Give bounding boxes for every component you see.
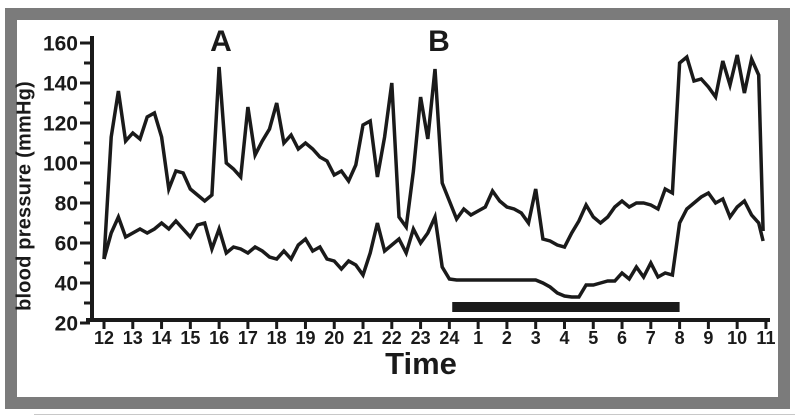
x-tick	[131, 322, 135, 329]
x-tick-label: 4	[559, 328, 569, 348]
x-tick	[419, 322, 423, 329]
x-tick	[361, 322, 365, 329]
x-tick-label: 7	[646, 328, 656, 348]
y-major-tick	[80, 241, 90, 245]
x-tick	[591, 322, 595, 329]
upper-trace-systolic-line	[102, 53, 765, 260]
x-tick-label: 11	[756, 328, 775, 348]
x-tick-label: 6	[617, 328, 627, 348]
y-major-tick	[80, 41, 90, 45]
y-tick-label: 100	[43, 153, 78, 176]
x-tick	[447, 322, 451, 329]
x-tick-label: 9	[703, 328, 713, 348]
x-tick	[217, 322, 221, 329]
x-tick-label: 23	[411, 328, 431, 348]
y-minor-tick	[84, 301, 90, 305]
lower-trace-diastolic-line	[102, 190, 765, 299]
x-tick-label: 3	[531, 328, 541, 348]
y-minor-tick	[84, 221, 90, 225]
y-tick-label: 160	[43, 33, 78, 56]
x-tick-label: 8	[675, 328, 685, 348]
y-minor-tick	[84, 141, 90, 145]
x-tick-label: 15	[180, 328, 200, 348]
x-tick-label: 1	[473, 328, 483, 348]
x-tick-label: 16	[209, 328, 229, 348]
x-tick-label: 20	[324, 328, 344, 348]
x-axis-line	[86, 318, 770, 322]
x-tick-label: 24	[439, 328, 459, 348]
x-tick	[275, 322, 279, 329]
y-tick-label: 40	[55, 273, 78, 296]
x-tick-label: 18	[267, 328, 287, 348]
x-tick	[188, 322, 192, 329]
y-minor-tick	[84, 61, 90, 65]
y-tick-label: 60	[55, 233, 78, 256]
x-tick	[534, 322, 538, 329]
x-tick-label: 21	[353, 328, 373, 348]
y-tick-label: 20	[55, 313, 78, 336]
x-tick-label: 19	[295, 328, 315, 348]
y-axis-title: blood pressure (mmHg)	[13, 81, 36, 311]
sleep-period-bar	[452, 302, 680, 312]
x-tick	[102, 322, 106, 329]
y-axis-line	[90, 36, 94, 322]
x-tick	[678, 322, 682, 329]
y-minor-tick	[84, 261, 90, 265]
annotation-a: A	[210, 25, 232, 58]
x-tick-label: 17	[238, 328, 258, 348]
x-tick	[706, 322, 710, 329]
y-tick-label: 80	[55, 193, 78, 216]
x-tick-label: 14	[152, 328, 172, 348]
y-tick-label: 140	[43, 73, 78, 96]
x-tick	[332, 322, 336, 329]
x-tick-label: 13	[123, 328, 143, 348]
y-tick-label: 120	[43, 113, 78, 136]
x-tick-label: 2	[502, 328, 512, 348]
y-major-tick	[80, 161, 90, 165]
y-minor-tick	[84, 181, 90, 185]
x-tick	[303, 322, 307, 329]
x-tick	[735, 322, 739, 329]
x-tick	[476, 322, 480, 329]
x-tick-label: 22	[382, 328, 402, 348]
y-major-tick	[80, 81, 90, 85]
x-tick	[505, 322, 509, 329]
y-major-tick	[80, 321, 90, 325]
x-axis-title: Time	[385, 346, 457, 381]
y-minor-tick	[84, 101, 90, 105]
annotation-b: B	[428, 25, 450, 58]
y-major-tick	[80, 121, 90, 125]
y-major-tick	[80, 281, 90, 285]
x-tick	[390, 322, 394, 329]
x-tick-label: 10	[727, 328, 747, 348]
x-tick	[620, 322, 624, 329]
y-major-tick	[80, 201, 90, 205]
x-tick	[562, 322, 566, 329]
x-tick-label: 5	[588, 328, 598, 348]
x-tick	[649, 322, 653, 329]
x-tick	[246, 322, 250, 329]
x-tick-label: 12	[94, 328, 114, 348]
x-tick	[160, 322, 164, 329]
x-tick	[764, 322, 768, 329]
